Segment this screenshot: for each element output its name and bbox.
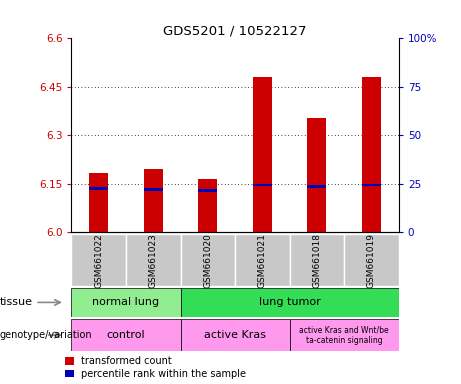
Text: GSM661021: GSM661021 [258,233,267,288]
Text: control: control [106,330,145,340]
Bar [71,319,181,351]
Bar [198,179,218,232]
Bar [362,77,381,232]
Bar [253,184,272,186]
Bar [71,234,126,286]
Bar [344,234,399,286]
Text: lung tumor: lung tumor [259,297,320,308]
Title: GDS5201 / 10522127: GDS5201 / 10522127 [163,24,307,37]
Legend: transformed count, percentile rank within the sample: transformed count, percentile rank withi… [65,356,246,379]
Text: GSM661018: GSM661018 [313,233,321,288]
Bar [198,189,218,192]
Bar [126,234,181,286]
Bar [89,172,108,232]
Bar [307,118,326,232]
Bar [253,77,272,232]
Bar [181,288,399,317]
Bar [181,234,235,286]
Bar [290,319,399,351]
Bar [181,319,290,351]
Bar [362,184,381,186]
Bar [307,185,326,188]
Bar [89,187,108,190]
Text: GSM661020: GSM661020 [203,233,213,288]
Text: active Kras and Wnt/be
ta-catenin signaling: active Kras and Wnt/be ta-catenin signal… [299,326,389,345]
Text: active Kras: active Kras [204,330,266,340]
Text: GSM661022: GSM661022 [94,233,103,288]
Bar [144,189,163,191]
Text: GSM661023: GSM661023 [149,233,158,288]
Bar [235,234,290,286]
Bar [144,169,163,232]
Text: genotype/variation: genotype/variation [0,330,92,340]
Text: GSM661019: GSM661019 [367,233,376,288]
Bar [290,234,344,286]
Bar [71,288,181,317]
Text: tissue: tissue [0,297,60,308]
Text: normal lung: normal lung [93,297,160,308]
